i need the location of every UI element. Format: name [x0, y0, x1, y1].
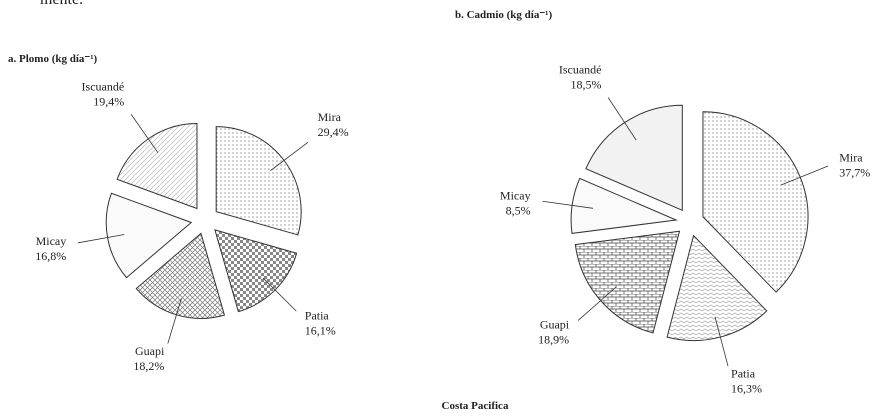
slice-label: 18,9% [538, 332, 569, 346]
slice-name: Iscuandé [82, 79, 125, 93]
pie-slice [215, 126, 302, 236]
chart-title: a. Plomo (kg día⁻¹) [8, 53, 97, 65]
leader-line [270, 141, 309, 171]
leader-line [77, 234, 125, 244]
leader-line [130, 114, 159, 154]
slice-name: Guapi [540, 317, 570, 331]
slice-name: Iscuandé [559, 62, 602, 76]
slice-name: Micay [500, 189, 531, 203]
pie-slice [116, 123, 198, 210]
text-fragment: mente. [40, 0, 83, 8]
slice-name: Patia [305, 309, 330, 323]
leader-line [714, 316, 729, 367]
leader-line [607, 97, 637, 141]
slice-label: 18,2% [133, 359, 164, 373]
leader-line [780, 165, 829, 186]
slice-label: 37,7% [839, 166, 870, 180]
pie-slice [574, 230, 681, 334]
slice-label: 19,4% [93, 94, 124, 108]
slice-label: 16,1% [305, 324, 336, 338]
slice-label: 8,5% [506, 204, 531, 218]
slice-name: Guapi [135, 344, 165, 358]
chart-title: b. Cadmio (kg día⁻¹) [455, 9, 552, 21]
slice-name: Mira [839, 151, 863, 165]
leader-line [577, 286, 617, 321]
slice-name: Micay [36, 234, 67, 248]
slice-label: 18,5% [571, 77, 602, 91]
leader-line [542, 200, 594, 209]
slice-name: Patia [731, 367, 756, 381]
footer: Costa Pacifica [442, 400, 509, 412]
slice-label: 29,4% [318, 125, 349, 139]
slice-label: 16,3% [731, 382, 762, 396]
slice-label: 16,8% [35, 249, 66, 263]
leader-line [167, 298, 182, 344]
leader-line [262, 277, 297, 312]
slice-name: Mira [318, 110, 342, 124]
